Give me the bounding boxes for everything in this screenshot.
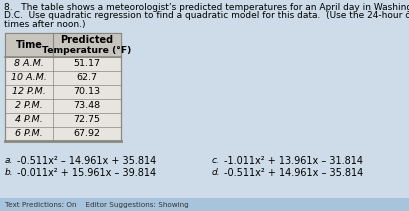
Text: a.: a.	[5, 156, 13, 165]
Bar	[5, 33, 121, 57]
Text: 4 P.M.: 4 P.M.	[15, 115, 43, 124]
Text: Time: Time	[16, 40, 43, 50]
Text: 67.92: 67.92	[73, 130, 100, 138]
Text: Text Predictions: On    Editor Suggestions: Showing: Text Predictions: On Editor Suggestions:…	[5, 202, 188, 207]
Bar	[5, 33, 121, 141]
Text: 6 P.M.: 6 P.M.	[15, 130, 43, 138]
Text: 73.48: 73.48	[73, 101, 100, 111]
Text: D.C.  Use quadratic regression to find a quadratic model for this data.  (Use th: D.C. Use quadratic regression to find a …	[4, 12, 409, 20]
Text: -0.511x² – 14.961x + 35.814: -0.511x² – 14.961x + 35.814	[17, 156, 156, 166]
Text: 51.17: 51.17	[73, 60, 100, 69]
Text: -0.511x² + 14.961x – 35.814: -0.511x² + 14.961x – 35.814	[223, 168, 362, 178]
Text: d.: d.	[211, 168, 220, 177]
Text: 72.75: 72.75	[73, 115, 100, 124]
Text: -0.011x² + 15.961x – 39.814: -0.011x² + 15.961x – 39.814	[17, 168, 156, 178]
Text: 10 A.M.: 10 A.M.	[11, 73, 47, 83]
Bar	[0, 198, 409, 211]
Text: -1.011x² + 13.961x – 31.814: -1.011x² + 13.961x – 31.814	[223, 156, 362, 166]
Text: Temperature (°F): Temperature (°F)	[42, 46, 131, 55]
Text: times after noon.): times after noon.)	[4, 20, 85, 29]
Text: b.: b.	[5, 168, 13, 177]
Text: 2 P.M.: 2 P.M.	[15, 101, 43, 111]
Text: 70.13: 70.13	[73, 88, 100, 96]
Text: Predicted: Predicted	[60, 35, 113, 45]
Text: 8.   The table shows a meteorologist’s predicted temperatures for an April day i: 8. The table shows a meteorologist’s pre…	[4, 3, 409, 12]
Text: 62.7: 62.7	[76, 73, 97, 83]
Text: 8 A.M.: 8 A.M.	[14, 60, 44, 69]
Text: c.: c.	[211, 156, 219, 165]
Text: 12 P.M.: 12 P.M.	[12, 88, 46, 96]
